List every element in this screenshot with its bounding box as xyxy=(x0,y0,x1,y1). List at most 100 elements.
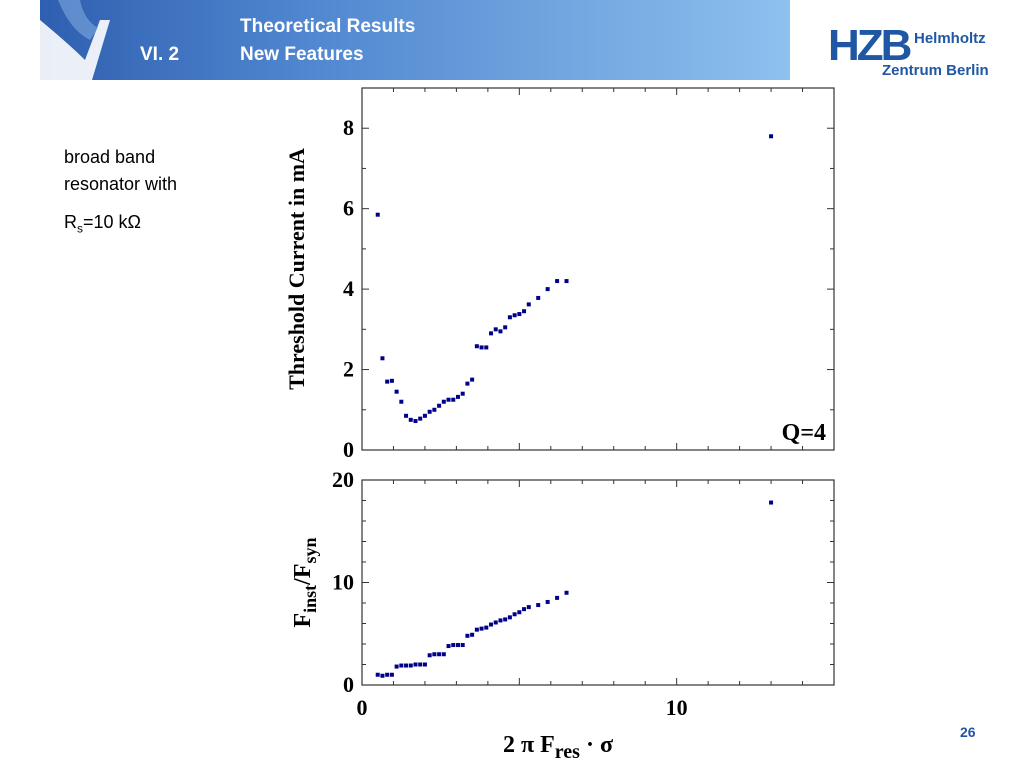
y-axis-label-bottom: Finst/Fsyn xyxy=(290,537,320,627)
data-point xyxy=(399,663,404,668)
data-point xyxy=(493,620,498,625)
data-point xyxy=(380,673,385,678)
x-tick-label: 0 xyxy=(357,695,368,720)
data-point xyxy=(507,315,512,320)
rs-subscript: s xyxy=(77,221,83,236)
y-tick-label: 6 xyxy=(343,196,354,221)
data-point xyxy=(413,419,418,424)
page-number: 26 xyxy=(960,724,976,740)
data-point xyxy=(479,626,484,631)
data-point xyxy=(498,329,503,334)
data-point xyxy=(422,413,427,418)
plot-frame xyxy=(361,87,835,451)
data-point xyxy=(451,643,456,648)
data-point xyxy=(474,627,479,632)
header-bar xyxy=(40,0,790,80)
data-point xyxy=(380,356,385,361)
logo-text-line1: Helmholtz xyxy=(914,30,986,47)
y-tick-label: 2 xyxy=(343,357,354,382)
data-point xyxy=(769,134,774,139)
q-annotation: Q=4 xyxy=(782,420,826,446)
data-point xyxy=(432,652,437,657)
data-point xyxy=(404,413,409,418)
data-point xyxy=(418,416,423,421)
resistance-label: Rs=10 kΩ xyxy=(64,212,141,236)
data-point xyxy=(470,377,475,382)
data-point xyxy=(484,345,489,350)
data-point xyxy=(507,615,512,620)
data-point xyxy=(375,212,380,217)
data-point xyxy=(418,662,423,667)
x-axis-label: 2 π Fres · σ xyxy=(503,732,613,762)
data-point xyxy=(517,610,522,615)
slide-title: Theoretical Results xyxy=(240,16,416,37)
data-point xyxy=(489,331,494,336)
data-point xyxy=(394,664,399,669)
data-point xyxy=(432,407,437,412)
data-point xyxy=(437,403,442,408)
slide-subtitle: New Features xyxy=(240,44,364,65)
description: broad band resonator with xyxy=(64,144,177,198)
data-point xyxy=(512,612,517,617)
data-point xyxy=(427,409,432,414)
data-point xyxy=(399,399,404,404)
ylabel-main: F xyxy=(290,613,316,628)
data-point xyxy=(545,287,550,292)
data-point xyxy=(484,625,489,630)
data-point xyxy=(413,662,418,667)
figure: 0 2 4 6 8 Threshold Current in mA Q=4 0 10 20 0 10… xyxy=(282,82,842,762)
data-point xyxy=(564,279,569,284)
data-point xyxy=(451,397,456,402)
y-tick-label: 8 xyxy=(343,115,354,140)
data-point xyxy=(408,417,413,422)
logo-text-line2: Zentrum Berlin xyxy=(882,62,989,79)
section-number: VI. 2 xyxy=(140,44,180,65)
data-point xyxy=(555,595,560,600)
frequency-ratio-chart: 0 10 20 0 10 Finst/Fsyn 2 π Fres · σ xyxy=(290,467,835,762)
data-point xyxy=(404,663,409,668)
threshold-current-chart: 0 2 4 6 8 Threshold Current in mA Q=4 xyxy=(284,87,835,462)
data-point xyxy=(517,312,522,317)
data-point xyxy=(564,590,569,595)
y-axis-label: Threshold Current in mA xyxy=(284,148,309,390)
data-point xyxy=(493,327,498,332)
data-point xyxy=(536,603,541,608)
x-tick-label: 10 xyxy=(666,695,688,720)
ylabel-sub2: syn xyxy=(300,537,320,563)
data-point xyxy=(503,617,508,622)
xlabel-post: · σ xyxy=(580,732,613,758)
data-point xyxy=(769,500,774,505)
y-tick-label: 20 xyxy=(332,467,354,492)
data-point xyxy=(474,344,479,349)
data-point xyxy=(470,632,475,637)
data-point xyxy=(526,605,531,610)
description-line1: broad band xyxy=(64,147,156,167)
data-point xyxy=(437,652,442,657)
data-point xyxy=(375,672,380,677)
data-point xyxy=(522,309,527,314)
data-point xyxy=(385,379,390,384)
data-point xyxy=(455,643,460,648)
data-point xyxy=(455,394,460,399)
data-point xyxy=(512,313,517,318)
data-point xyxy=(460,643,465,648)
header-swoosh-icon xyxy=(40,0,110,80)
xlabel-sub: res xyxy=(555,741,580,762)
data-point xyxy=(526,302,531,307)
y-tick-label: 0 xyxy=(343,672,354,697)
data-point xyxy=(441,652,446,657)
data-point xyxy=(446,397,451,402)
data-point xyxy=(446,644,451,649)
ylabel-mid: /F xyxy=(290,564,316,586)
y-tick-label: 10 xyxy=(332,570,354,595)
data-point xyxy=(394,389,399,394)
hzb-logo: HZB Helmholtz Zentrum Berlin xyxy=(828,24,998,84)
data-point xyxy=(422,662,427,667)
rs-symbol: R xyxy=(64,212,77,232)
data-point xyxy=(385,672,390,677)
xlabel-pre: 2 π F xyxy=(503,732,555,758)
data-point xyxy=(465,633,470,638)
data-point xyxy=(389,378,394,383)
data-point xyxy=(522,607,527,612)
data-point xyxy=(498,618,503,623)
